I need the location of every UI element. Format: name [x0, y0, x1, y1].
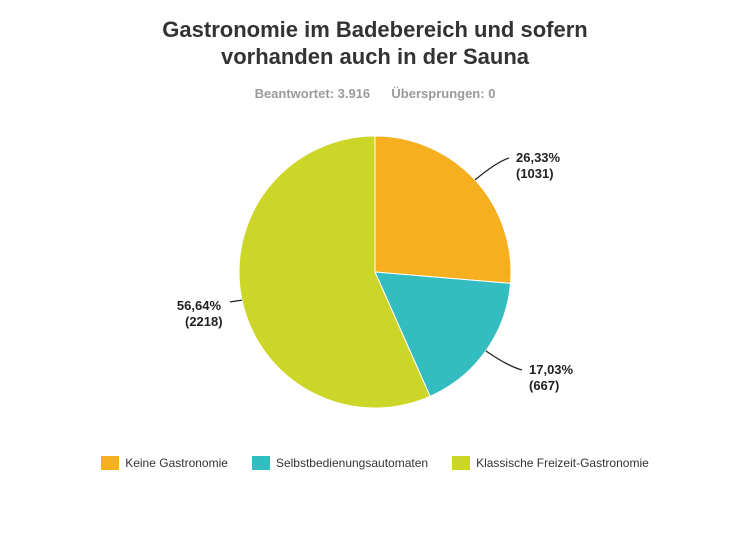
legend-item-klassische-freizeit-gastronomie[interactable]: Klassische Freizeit-Gastronomie	[452, 456, 649, 470]
legend-swatch	[452, 456, 471, 470]
legend-item-selbstbedienungsautomaten[interactable]: Selbstbedienungsautomaten	[251, 456, 429, 470]
chart-title-line-2: vorhanden auch in der Sauna	[220, 44, 530, 69]
pie-slice-0[interactable]	[374, 135, 512, 284]
answered-count: Beantwortet: 3.916	[254, 86, 371, 101]
slice-label-connector	[229, 299, 243, 303]
legend-swatch	[101, 456, 120, 470]
legend-label: Selbstbedienungsautomaten	[275, 456, 429, 470]
chart-legend: Keine Gastronomie Selbstbedienungsautoma…	[0, 456, 750, 470]
slice-count-label: (2218)	[185, 314, 223, 329]
slice-percent-label: 56,64%	[177, 298, 222, 313]
slice-count-label: (1031)	[516, 166, 554, 181]
pie-slice-2[interactable]	[238, 135, 431, 409]
chart-title: Gastronomie im Badebereich und sofern vo…	[0, 16, 750, 70]
legend-item-keine-gastronomie[interactable]: Keine Gastronomie	[101, 456, 228, 470]
legend-label: Klassische Freizeit-Gastronomie	[476, 456, 649, 470]
slice-percent-label: 17,03%	[529, 362, 574, 377]
chart-title-line-1: Gastronomie im Badebereich und sofern	[162, 17, 588, 42]
slice-count-label: (667)	[529, 378, 559, 393]
skipped-count: Übersprungen: 0	[391, 86, 496, 101]
slice-label-connector	[485, 350, 523, 371]
response-summary: Beantwortet: 3.916 Übersprungen: 0	[0, 86, 750, 101]
slice-label-connector	[474, 157, 510, 181]
legend-label: Keine Gastronomie	[125, 456, 228, 470]
slice-percent-label: 26,33%	[516, 150, 561, 165]
pie-slice-1[interactable]	[374, 271, 512, 397]
legend-swatch	[251, 456, 270, 470]
